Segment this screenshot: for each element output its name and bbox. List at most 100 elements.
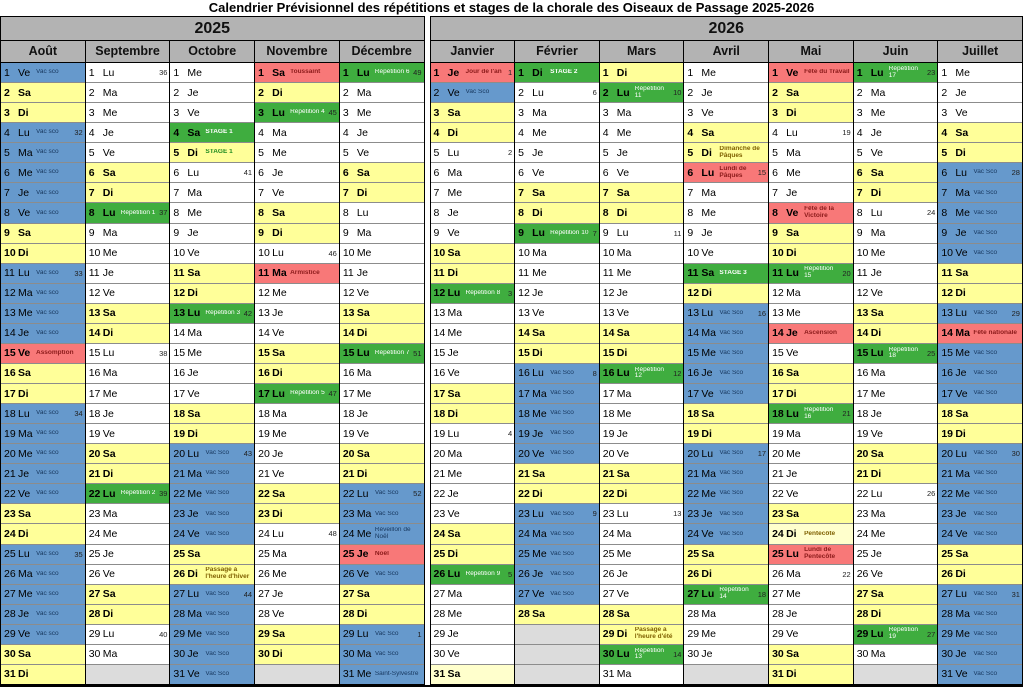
day-cell: 21 Me <box>430 464 515 485</box>
day-cell: 17 Lu Répétition 5 47 <box>255 384 339 405</box>
day-cell: 30 Lu Répétition 13 14 <box>599 644 684 665</box>
day-number: 8 <box>173 206 180 219</box>
day-number: 25 <box>856 548 869 561</box>
day-abbrev: Me <box>532 407 547 420</box>
day-cell: 10 Ma <box>515 243 599 264</box>
day-number: 26 <box>258 568 270 581</box>
day-cell: 19 Di <box>684 424 769 445</box>
day-abbrev: Me <box>955 628 970 641</box>
day-number: 23 <box>941 507 954 520</box>
day-note: Vac sco <box>36 590 59 597</box>
day-number: 22 <box>433 487 446 500</box>
day-abbrev: Ma <box>102 367 118 380</box>
day-cell: 1 Di STAGE 2 <box>515 63 599 84</box>
day-abbrev: Me <box>616 407 632 420</box>
day-cell: 6 Sa <box>339 163 424 184</box>
day-number: 5 <box>433 146 440 159</box>
day-number: 1 <box>4 66 10 79</box>
day-abbrev: Di <box>870 467 882 480</box>
week-number: 7 <box>592 228 597 238</box>
day-cell: 30 Ma <box>85 644 170 665</box>
day-cell: 26 Lu Répétition 9 5 <box>430 564 515 585</box>
day-number: 2 <box>88 86 95 99</box>
day-abbrev: Ma <box>272 267 287 280</box>
day-number: 6 <box>518 166 524 179</box>
day-abbrev: Ve <box>532 447 545 460</box>
day-cell: 23 Je Vac Sco <box>684 504 769 525</box>
year-header: 2025 <box>1 17 424 41</box>
day-cell: 27 Lu Vac Sco 44 <box>170 584 255 605</box>
day-abbrev: Sa <box>701 267 715 280</box>
day-number: 4 <box>687 126 694 139</box>
day-cell: 6 Me <box>769 163 853 184</box>
day-cell: 3 Sa <box>430 103 515 124</box>
day-cell: 7 Ve <box>255 183 339 204</box>
day-note: Vac Sco <box>465 89 490 96</box>
day-number: 29 <box>772 628 784 641</box>
day-number: 19 <box>602 427 615 440</box>
day-cell: 24 Me Réveillon de Noël <box>339 524 424 545</box>
day-note: STAGE 1 <box>205 129 233 136</box>
day-number: 11 <box>772 267 784 280</box>
day-abbrev: Me <box>701 206 717 219</box>
day-number: 26 <box>4 568 16 581</box>
month-header: Août <box>1 41 86 62</box>
day-note: Vac Sco <box>973 209 998 216</box>
day-number: 24 <box>433 527 446 540</box>
day-cell: 25 Me Vac Sco <box>515 544 599 565</box>
empty-cell <box>515 624 599 645</box>
day-number: 27 <box>687 588 700 601</box>
day-number: 21 <box>88 467 101 480</box>
day-abbrev: Lu <box>870 628 884 641</box>
day-number: 18 <box>518 407 530 420</box>
day-cell: 24 Di Pentecôte <box>769 524 853 545</box>
day-number: 3 <box>173 106 180 119</box>
calendar-title: Calendrier Prévisionnel des répétitions … <box>208 0 815 15</box>
day-abbrev: Lu <box>356 206 369 219</box>
day-abbrev: Ma <box>786 146 801 159</box>
day-number: 22 <box>4 487 16 500</box>
day-number: 17 <box>173 387 186 400</box>
day-abbrev: Me <box>447 467 463 480</box>
day-cell: 11 Je <box>85 263 170 284</box>
day-number: 25 <box>602 548 615 561</box>
day-cell: 17 Ma Vac Sco <box>515 384 599 405</box>
day-abbrev: Lu <box>447 287 461 300</box>
day-number: 4 <box>602 126 609 139</box>
day-note: Vac Sco <box>719 510 744 517</box>
month-column: 1 Me 2 Je 3 Ve 4 Sa 5 Di Dimanche de Pâques 6 Lu Lund… <box>684 63 770 684</box>
day-number: 20 <box>602 447 615 460</box>
day-abbrev: Ve <box>18 206 31 219</box>
day-number: 24 <box>856 527 869 540</box>
day-number: 27 <box>173 588 186 601</box>
day-cell: 28 Ma Vac Sco <box>170 604 255 625</box>
day-number: 17 <box>772 387 784 400</box>
day-abbrev: Lu <box>616 86 630 99</box>
day-abbrev: Sa <box>532 608 545 621</box>
day-abbrev: Di <box>532 66 543 79</box>
day-cell: 4 Je <box>339 123 424 144</box>
day-note: Vac sco <box>36 570 59 577</box>
week-number: 10 <box>673 88 682 98</box>
day-number: 23 <box>173 507 186 520</box>
day-abbrev: Je <box>701 86 713 99</box>
day-abbrev: Je <box>356 267 368 280</box>
day-abbrev: Je <box>532 287 544 300</box>
day-note: Vac Sco <box>550 530 574 537</box>
day-cell: 15 Lu Répétition 18 25 <box>853 343 938 364</box>
day-abbrev: Ma <box>616 668 632 681</box>
day-number: 4 <box>173 126 180 139</box>
day-abbrev: Ma <box>18 427 33 440</box>
day-number: 25 <box>772 548 784 561</box>
day-abbrev: Je <box>701 367 713 380</box>
day-abbrev: Sa <box>786 86 799 99</box>
day-abbrev: Di <box>701 568 712 581</box>
day-cell: 15 Di <box>515 343 599 364</box>
day-abbrev: Ve <box>786 347 799 360</box>
day-abbrev: Di <box>870 608 882 621</box>
day-number: 1 <box>602 66 609 79</box>
day-number: 12 <box>856 287 869 300</box>
day-cell: 8 Di <box>599 203 684 224</box>
day-cell: 15 Di <box>599 343 684 364</box>
day-number: 7 <box>687 186 694 199</box>
